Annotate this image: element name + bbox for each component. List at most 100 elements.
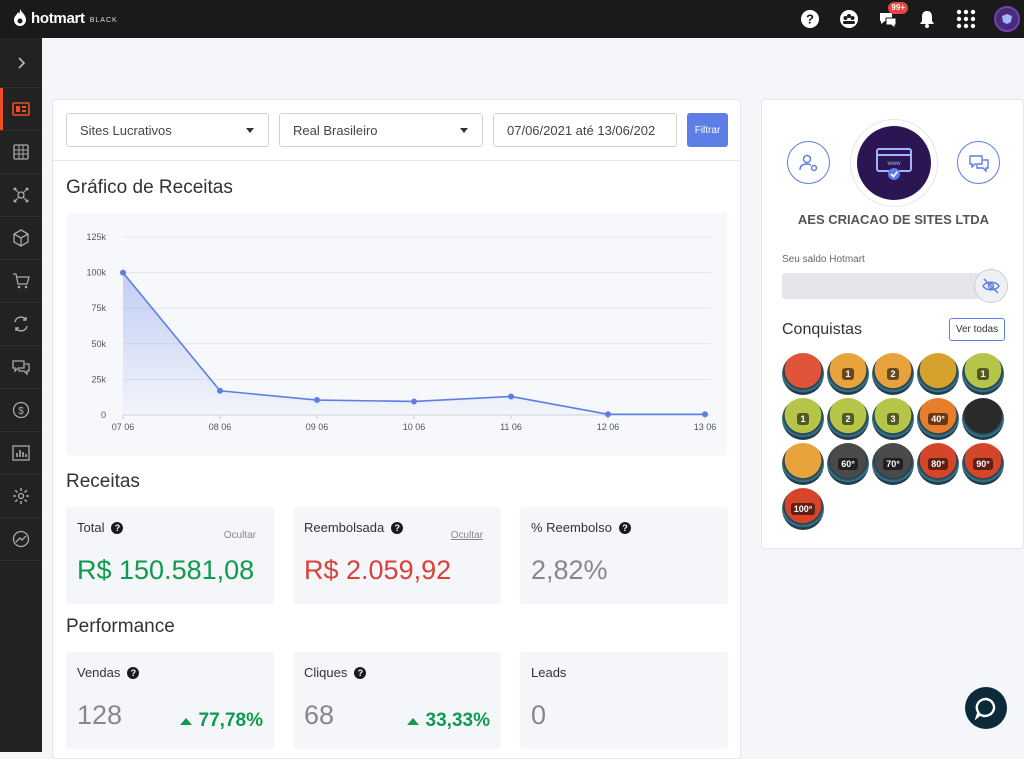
data-point [120,269,126,276]
sidebar-item-affiliates[interactable] [0,174,42,217]
achievement-badge-label: 60° [838,458,858,470]
achievement-badge[interactable]: 80° [917,443,959,485]
stat-cliques: Cliques? 68 33,33% [293,652,501,749]
sidebar-item-dashboard[interactable] [0,88,42,131]
achievement-badge[interactable]: 1 [827,353,869,395]
sidebar-item-sales[interactable] [0,260,42,303]
help-icon[interactable]: ? [391,521,404,534]
x-tick-label: 11 06 [500,422,522,432]
top-bar: hotmart BLACK ? 99+ [0,0,1024,38]
stat-leads-value: 0 [531,700,547,730]
arrow-up-icon [179,717,192,725]
achievement-badge[interactable]: 60° [827,443,869,485]
sidebar-item-reports[interactable] [0,432,42,475]
sidebar-expand[interactable] [0,38,42,88]
data-point [508,393,514,400]
sidebar-item-chat[interactable] [0,346,42,389]
network-icon [13,187,29,203]
caret-down-icon [460,128,468,133]
help-icon[interactable]: ? [799,8,821,30]
y-tick-label: 75k [91,303,106,313]
sidebar-item-subscriptions[interactable] [0,303,42,346]
achievement-badge[interactable]: 1 [962,353,1004,395]
y-tick-label: 25k [91,374,106,384]
user-settings-icon [798,154,817,171]
svg-text:?: ? [806,12,814,27]
brand-name: hotmart [31,9,85,27]
chat-icon [968,154,989,173]
achievement-badge[interactable]: 1 [782,398,824,440]
chat-bubble-icon [974,697,996,720]
stat-reembolsada: Reembolsada? Ocultar R$ 2.059,92 [293,507,501,604]
help-icon[interactable]: ? [618,521,631,534]
x-tick-label: 09 06 [306,422,329,432]
revenue-chart-svg: 0 25k 50k 75k 100k 125k 07 06 08 06 09 06 10 06 11… [86,232,716,432]
profile-card: www AES CRIACAO DE SITES LTDA Seu saldo … [761,99,1024,549]
chat-icon [12,360,30,376]
help-icon[interactable]: ? [354,666,367,679]
stat-leads-label: Leads [531,665,567,680]
achievement-badge-label: 2 [887,368,899,380]
community-icon[interactable] [838,8,860,30]
help-icon[interactable]: ? [111,521,124,534]
data-point [314,397,320,404]
help-icon[interactable]: ? [127,666,140,679]
achievement-badge-label: 1 [842,368,854,380]
company-avatar[interactable]: www [850,119,938,207]
achievement-badge[interactable]: 2 [872,353,914,395]
data-point [217,387,223,394]
achievement-badge[interactable]: 3 [872,398,914,440]
stat-vendas-delta: 77,78% [179,710,263,732]
user-avatar[interactable] [994,6,1020,32]
filter-button[interactable]: Filtrar [687,113,728,147]
achievement-badge[interactable]: 2 [827,398,869,440]
date-range-input[interactable]: 07/06/2021 até 13/06/202 [493,113,677,147]
sidebar-item-products[interactable] [0,217,42,260]
bell-icon[interactable] [916,8,938,30]
achievement-badge-label: 1 [797,413,809,425]
svg-text:www: www [887,161,902,167]
apps-grid-icon[interactable] [955,8,977,30]
currency-select-value: Real Brasileiro [293,122,378,138]
sidebar-item-finance[interactable]: $ [0,389,42,432]
stat-pct-reembolso: % Reembolso? 2,82% [520,507,728,604]
x-tick-label: 12 06 [597,422,620,432]
product-select[interactable]: Sites Lucrativos [66,113,269,147]
arrow-up-icon [406,717,419,725]
refresh-icon [14,316,28,332]
support-chat-launcher[interactable] [965,687,1007,729]
support-chat-button[interactable] [957,141,1000,184]
revenue-area [123,272,705,415]
sidebar-item-settings[interactable] [0,475,42,518]
stat-vendas-value: 128 [77,700,123,730]
account-settings-button[interactable] [787,141,830,184]
dollar-icon: $ [12,401,30,419]
stat-vendas-label: Vendas [77,665,121,680]
achievement-badge-label: 3 [887,413,899,425]
achievement-badge[interactable] [917,353,959,395]
sidebar-item-calendar[interactable] [0,131,42,174]
hotmart-logo[interactable]: hotmart BLACK [12,8,118,28]
hide-reembolsada-link[interactable]: Ocultar [450,530,483,541]
achievement-badge[interactable]: 40° [917,398,959,440]
hide-total-link[interactable]: Ocultar [223,530,256,541]
dashboard-icon [12,102,30,116]
see-all-button[interactable]: Ver todas [949,318,1005,341]
flame-icon [14,9,26,26]
achievement-badge[interactable]: 70° [872,443,914,485]
currency-select[interactable]: Real Brasileiro [279,113,483,147]
data-point [702,411,708,418]
achievement-badge[interactable]: 90° [962,443,1004,485]
gear-icon [13,488,29,504]
sidebar-item-analytics[interactable] [0,518,42,561]
toggle-balance-button[interactable] [974,269,1008,303]
balance-label: Seu saldo Hotmart [782,254,865,265]
sidebar: $ [0,38,42,752]
achievement-badge[interactable] [962,398,1004,440]
website-icon: www [876,148,912,180]
achievement-badge[interactable]: 100° [782,488,824,530]
messages-icon[interactable]: 99+ [877,2,908,30]
achievement-badge[interactable] [782,443,824,485]
achievement-badge[interactable] [782,353,824,395]
cart-icon [13,273,30,289]
